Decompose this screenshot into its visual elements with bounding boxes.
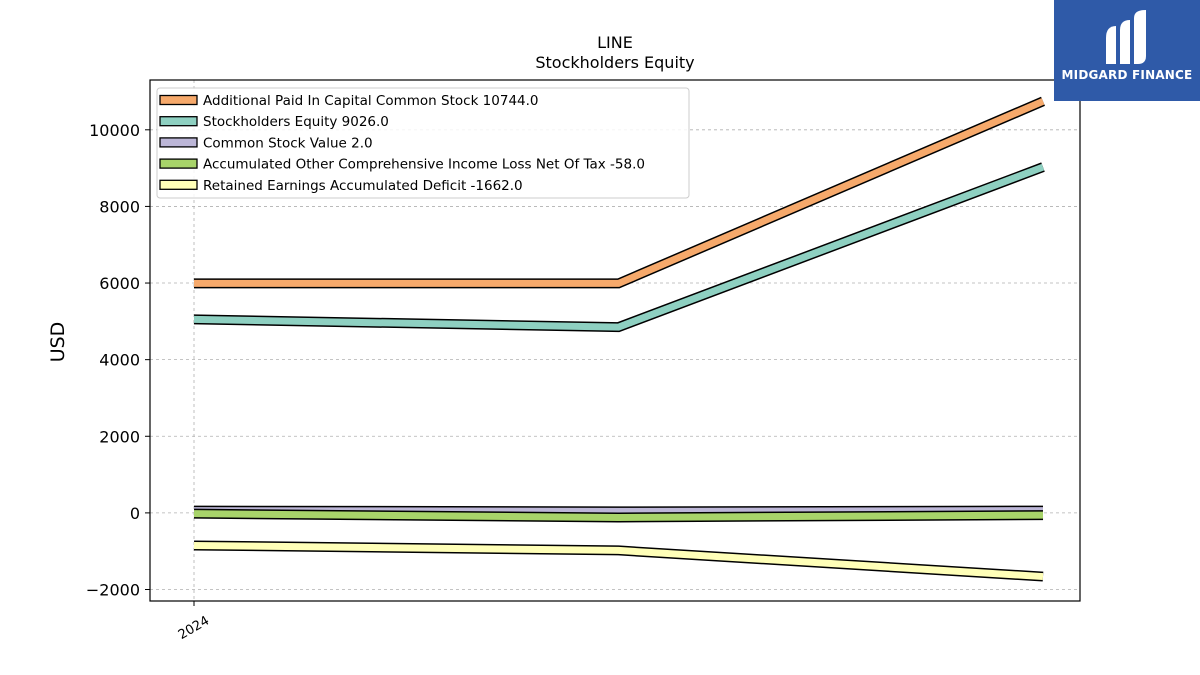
series-line-3 [193,508,1044,523]
legend-swatch [159,137,198,148]
legend-swatch [159,94,198,106]
y-tick-label: 4000 [99,351,140,370]
y-axis: −2000 0 2000 4000 6000 8000 10000 [86,121,150,600]
series-layer [193,96,1045,582]
y-tick-label: −2000 [86,581,140,600]
legend-label: Additional Paid In Capital Common Stock … [203,93,539,109]
series-stroke [194,98,1045,287]
logo-text: MIDGARD FINANCE [1061,68,1193,82]
y-tick-label: 2000 [99,427,140,446]
series-line-4 [193,540,1044,582]
legend-label: Accumulated Other Comprehensive Income L… [203,157,645,173]
y-tick-label: 10000 [89,121,140,140]
brand-logo: MIDGARD FINANCE [1054,0,1200,101]
chart-title: LINE [597,33,633,52]
series-line-1 [193,162,1045,333]
legend: Additional Paid In Capital Common Stock … [156,87,690,199]
chart-subtitle: Stockholders Equity [535,53,694,72]
y-axis-label: USD [47,322,69,363]
legend-label: Common Stock Value 2.0 [203,135,373,151]
legend-swatch [159,179,198,190]
legend-swatch [159,158,198,169]
y-tick-label: 0 [130,504,140,523]
y-tick-label: 6000 [99,274,140,293]
plot-area [149,79,1081,602]
series-stroke [193,510,1044,521]
series-stroke [193,163,1045,331]
logo-mark-icon [1106,10,1146,64]
legend-box [156,87,690,199]
series-line-0 [194,96,1045,289]
y-tick-label: 8000 [99,197,140,216]
legend-label: Retained Earnings Accumulated Deficit -1… [203,178,523,194]
legend-label: Stockholders Equity 9026.0 [203,114,389,130]
x-axis: 2024 [176,601,212,643]
x-tick-label: 2024 [176,613,212,643]
legend-swatch [159,116,198,127]
series-stroke [193,541,1044,581]
